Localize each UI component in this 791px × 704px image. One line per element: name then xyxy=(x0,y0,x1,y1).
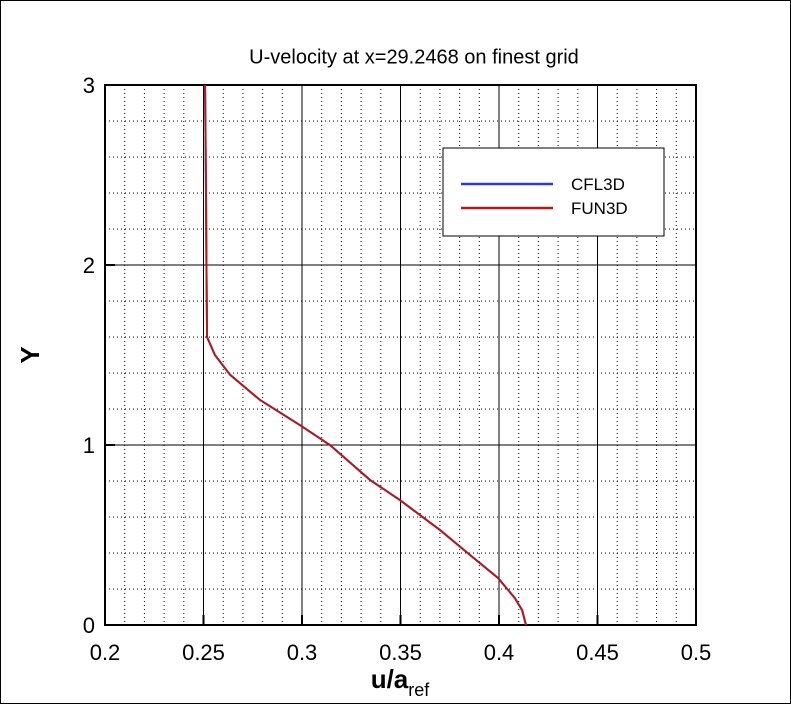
x-axis-label: u/aref xyxy=(371,664,431,700)
legend-label: CFL3D xyxy=(571,175,625,194)
x-tick-label: 0.2 xyxy=(90,640,121,665)
data-line xyxy=(204,84,527,626)
x-tick-label: 0.5 xyxy=(681,640,712,665)
x-tick-label: 0.35 xyxy=(379,640,422,665)
y-tick-label: 1 xyxy=(83,433,95,458)
chart-title: U-velocity at x=29.2468 on finest grid xyxy=(249,46,579,68)
x-tick-label: 0.4 xyxy=(484,640,515,665)
y-tick-label: 2 xyxy=(83,253,95,278)
x-label-main: u/a xyxy=(371,664,409,694)
y-tick-label: 3 xyxy=(83,73,95,98)
x-label-sub: ref xyxy=(408,680,430,700)
x-tick-label: 0.3 xyxy=(287,640,318,665)
x-tick-label: 0.45 xyxy=(576,640,619,665)
plot-border xyxy=(104,84,697,626)
y-tick-label: 0 xyxy=(83,613,95,638)
legend-label: FUN3D xyxy=(571,199,628,218)
legend-box xyxy=(442,147,665,237)
x-tick-label: 0.25 xyxy=(182,640,225,665)
y-axis-label: Y xyxy=(15,346,45,363)
